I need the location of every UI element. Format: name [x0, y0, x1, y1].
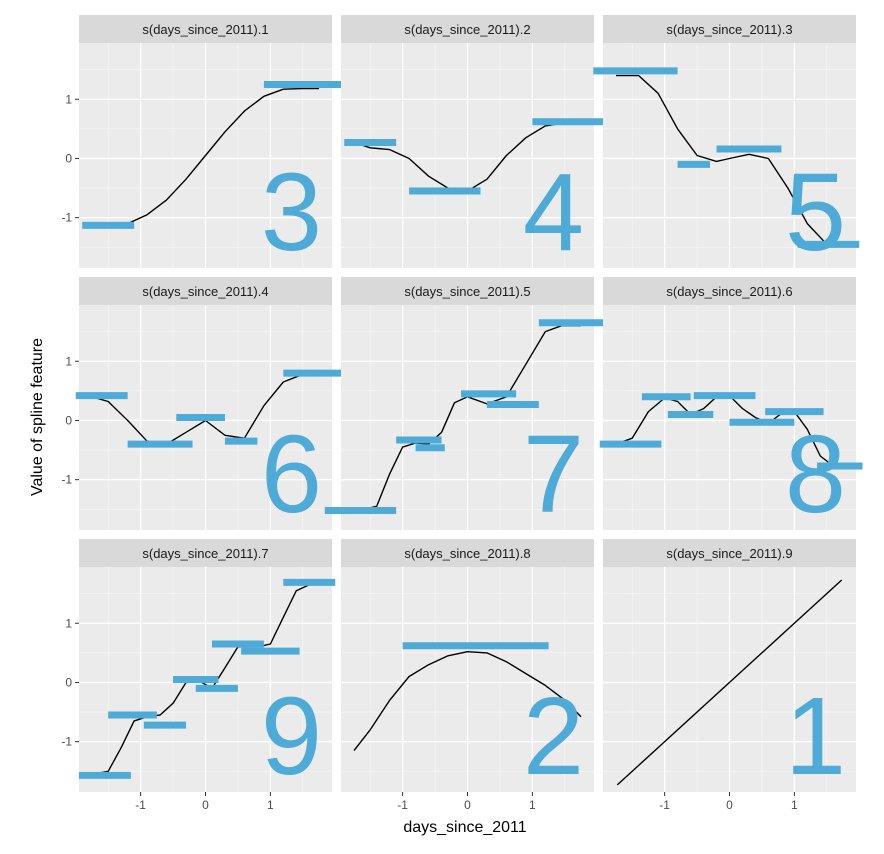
facet-strip	[603, 539, 856, 567]
panel-number: 1	[785, 675, 846, 798]
facet-panel: s(days_since_2011).2 4	[341, 15, 617, 274]
y-tick-label: 0	[65, 413, 72, 427]
y-tick-label: -1	[61, 735, 72, 749]
spline-curve	[616, 579, 843, 786]
y-tick-label: 1	[65, 354, 72, 368]
panel-number: 5	[785, 151, 846, 274]
facet-strip-label: s(days_since_2011).2	[404, 22, 530, 37]
facet-strip	[79, 277, 332, 305]
x-tick-label: -1	[659, 798, 670, 812]
facet-panel: s(days_since_2011).1 3	[79, 15, 342, 274]
facet-panel: s(days_since_2011).3 5	[593, 15, 860, 274]
x-tick-label: 0	[726, 798, 733, 812]
spline-curve	[363, 325, 581, 510]
y-tick-label: 1	[65, 92, 72, 106]
facet-strip-label: s(days_since_2011).8	[404, 546, 530, 561]
y-tick-label: 0	[65, 151, 72, 165]
x-tick-label: 0	[464, 798, 471, 812]
facet-panels: s(days_since_2011).13s(days_since_2011).…	[75, 15, 863, 798]
x-tick-label: 1	[267, 798, 274, 812]
facet-strip-label: s(days_since_2011).5	[404, 284, 530, 299]
spline-curve	[91, 584, 319, 775]
x-tick-label: -1	[397, 798, 408, 812]
y-axis-title: Value of spline feature	[29, 338, 46, 496]
facet-strip	[79, 15, 332, 43]
panel-number: 3	[261, 151, 322, 274]
x-tick-label: 1	[529, 798, 536, 812]
facet-strip-label: s(days_since_2011).7	[142, 546, 268, 561]
y-tick-label: 0	[65, 675, 72, 689]
facet-strip-label: s(days_since_2011).4	[142, 284, 268, 299]
y-tick-label: -1	[61, 473, 72, 487]
facet-strip	[341, 539, 594, 567]
panel-number: 2	[523, 675, 584, 798]
facet-panel: s(days_since_2011).7 9	[79, 539, 336, 798]
facet-strip	[603, 277, 856, 305]
panel-number: 8	[785, 413, 846, 536]
facet-strip-label: s(days_since_2011).3	[666, 22, 792, 37]
panel-number: 6	[261, 413, 322, 536]
facet-panel: s(days_since_2011).6 8	[599, 277, 863, 536]
spline-curve	[353, 651, 582, 752]
y-tick-label: -1	[61, 211, 72, 225]
spline-curve	[616, 74, 843, 245]
x-tick-label: 0	[202, 798, 209, 812]
panel-number: 4	[523, 151, 584, 274]
facet-panel: s(days_since_2011).9 1	[603, 539, 856, 798]
shared-axes: -1 0 1 -1 0 1 -1 0 1 -1 0 1 -1 0 1 -1 0 1	[61, 92, 798, 812]
facet-strip	[603, 15, 856, 43]
facet-strip-label: s(days_since_2011).6	[666, 284, 792, 299]
panel-number: 7	[523, 413, 584, 536]
facet-strip-label: s(days_since_2011).1	[142, 22, 268, 37]
facet-strip	[341, 15, 594, 43]
y-tick-label: 1	[65, 616, 72, 630]
facet-panel: s(days_since_2011).4 6	[75, 277, 342, 536]
facet-strip	[341, 277, 594, 305]
panel-number: 9	[261, 675, 322, 798]
facet-panel: s(days_since_2011).8 2	[341, 539, 594, 798]
facet-panel: s(days_since_2011).5 7	[324, 277, 604, 536]
facet-strip-label: s(days_since_2011).9	[666, 546, 792, 561]
x-tick-label: -1	[135, 798, 146, 812]
x-tick-label: 1	[791, 798, 798, 812]
facet-strip	[79, 539, 332, 567]
x-axis-title: days_since_2011	[403, 819, 526, 836]
